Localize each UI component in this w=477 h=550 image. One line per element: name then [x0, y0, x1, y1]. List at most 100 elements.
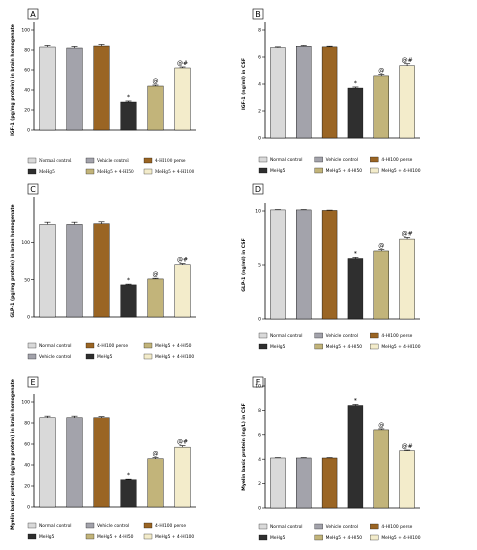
y-tick-label: 40: [24, 463, 30, 469]
legend-label: MeHg5 + 4-HI50: [326, 344, 363, 350]
significance-label: *: [127, 277, 130, 284]
significance-label: *: [127, 94, 130, 101]
bar-2: [66, 47, 83, 131]
legend-swatch: [143, 157, 153, 164]
legend-swatch: [85, 157, 95, 164]
legend-label: 4-HI100 perse: [381, 524, 412, 530]
legend-label: Vehicle control: [39, 354, 71, 360]
panel-letter: F: [256, 378, 261, 387]
legend-label: 4-HI100 perse: [381, 333, 412, 339]
legend-swatch: [143, 342, 153, 349]
bar-6: [399, 450, 415, 509]
legend-swatch: [314, 167, 323, 174]
legend-label: MeHg5: [97, 354, 113, 360]
panel-e: E 0 20 40 60 80 100 Myelin basic protein (pg/mg…: [10, 376, 196, 540]
panel-letter: E: [30, 378, 35, 387]
bar-5: [373, 250, 389, 320]
bar-2: [66, 417, 83, 508]
bar-4: [347, 405, 364, 509]
legend-label: Vehicle control: [326, 524, 358, 530]
legend-swatch: [258, 534, 268, 541]
legend-swatch: [258, 343, 268, 350]
bar-2: [296, 46, 312, 139]
legend-swatch: [370, 523, 379, 530]
legend-swatch: [314, 332, 323, 339]
legend-label: MeHg5 + 4-HI100: [381, 344, 420, 350]
panel-letter: A: [30, 10, 36, 19]
bar-3: [93, 45, 110, 131]
panel-letter-box: [252, 376, 264, 388]
legend-label: Vehicle control: [96, 158, 129, 163]
legend-label: MeHg5 + 4-HI100: [155, 354, 194, 360]
panel-d: D 0 5 10 GLP-1 (ng/ml) in CSF * @ @# Normal cont…: [241, 183, 421, 350]
legend-swatch: [143, 168, 153, 175]
legend-label: Normal control: [270, 524, 303, 530]
legend-label: 4-HI100 perse: [97, 343, 128, 349]
significance-label: @: [378, 422, 384, 429]
legend-swatch: [314, 343, 323, 350]
bar-6: [174, 67, 191, 131]
bar-1: [270, 47, 286, 139]
bar-1: [39, 224, 56, 318]
bar-3: [93, 417, 110, 508]
legend-label: MeHg5: [39, 534, 55, 540]
legend-swatch: [27, 522, 37, 529]
legend-label: MeHg5 + 4-HI50: [326, 535, 363, 541]
y-tick-label: 80: [24, 421, 30, 427]
panel-letter-box: [27, 376, 39, 388]
legend-swatch: [85, 342, 95, 349]
bar-4: [120, 479, 137, 508]
bar-3: [93, 223, 110, 318]
bar-6: [399, 238, 415, 320]
legend-swatch: [258, 332, 268, 339]
bar-1: [39, 417, 56, 508]
bar-1: [39, 46, 56, 131]
legend-label: Vehicle control: [326, 157, 358, 163]
panel-c: C 0 50 100 GLP-1 (pg/mg protein) in brain ho…: [10, 183, 196, 360]
y-tick-label: 0: [258, 317, 261, 323]
legend-swatch: [370, 534, 379, 541]
y-axis-label: GLP-1 (pg/mg protein) in brain homogenat…: [10, 204, 16, 317]
significance-label: @#: [177, 439, 188, 446]
y-axis-label: IGF-1 (pg/mg protein) in brain homogenat…: [10, 24, 16, 136]
panel-letter: C: [30, 185, 36, 194]
significance-label: @: [153, 78, 159, 85]
legend-label: MeHg5 + 4-HI100: [155, 169, 195, 174]
y-tick-label: 50: [24, 277, 30, 283]
legend-swatch: [27, 353, 37, 360]
legend-label: MeHg5 + 4-HI50: [97, 169, 134, 174]
significance-label: @: [153, 271, 159, 278]
panel-a: A 0 20 40 60 80 100 IGF-1 (pg/mg protein) in br…: [10, 8, 196, 175]
legend-swatch: [370, 167, 379, 174]
bar-1: [270, 457, 286, 509]
bar-5: [373, 429, 389, 509]
panel-b: B 0 2 4 6 8 IGF-1 (ng/ml) in CSF * @ @# Normal con…: [241, 8, 421, 174]
legend-swatch: [27, 157, 37, 164]
legend-label: Normal control: [39, 523, 72, 529]
legend-swatch: [143, 522, 153, 529]
panel-letter-box: [252, 8, 264, 20]
legend-swatch: [85, 533, 95, 540]
y-tick-label: 6: [258, 432, 261, 438]
y-tick-label: 2: [258, 481, 261, 487]
y-tick-label: 8: [258, 28, 261, 34]
panel-letter: B: [255, 10, 261, 19]
y-tick-label: 40: [24, 88, 30, 94]
legend-label: 4-HI100 perse: [155, 158, 186, 163]
bar-4: [347, 87, 364, 139]
legend-label: MeHg5 + 4-HI100: [381, 168, 420, 174]
significance-label: @#: [402, 443, 413, 450]
bar-5: [147, 458, 164, 508]
legend-swatch: [258, 156, 268, 163]
legend-label: Normal control: [270, 333, 303, 339]
bar-5: [373, 75, 389, 139]
panel-letter: D: [255, 185, 261, 194]
bar-4: [120, 284, 137, 318]
y-tick-label: 100: [21, 400, 30, 406]
panel-letter-box: [27, 8, 39, 20]
y-tick-label: 0: [27, 128, 30, 134]
significance-label: @#: [177, 60, 188, 67]
y-tick-label: 0: [258, 506, 261, 512]
legend-label: MeHg5: [270, 535, 286, 541]
